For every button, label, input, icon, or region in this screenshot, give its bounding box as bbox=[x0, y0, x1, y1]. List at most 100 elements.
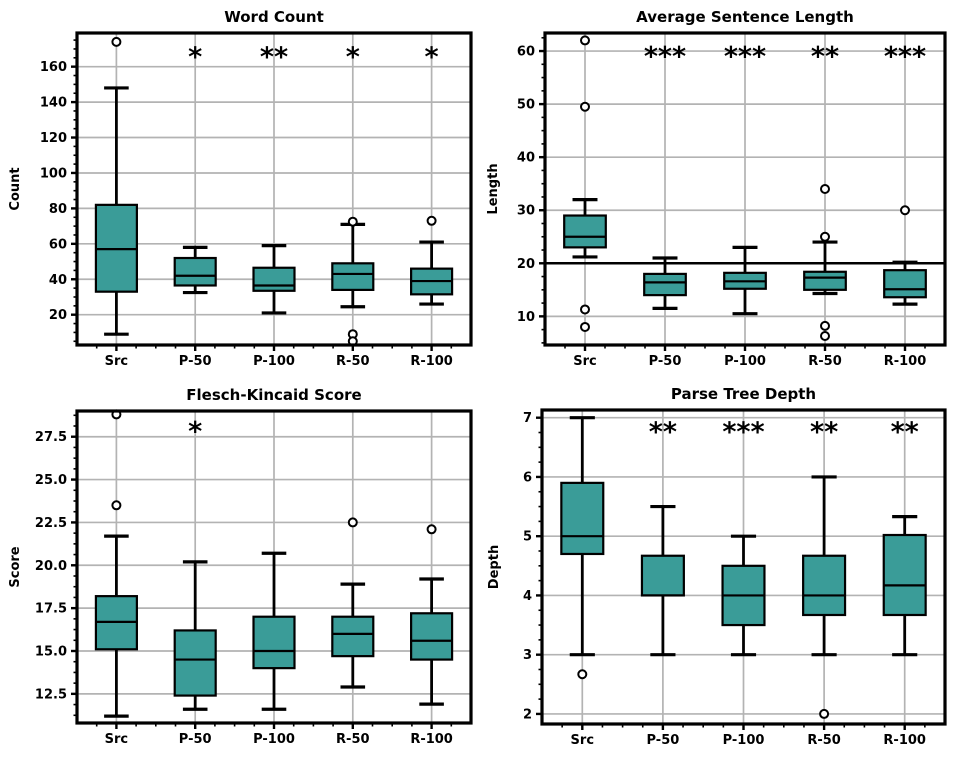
y-tick-label: 40 bbox=[49, 273, 67, 288]
significance-marker: *** bbox=[884, 41, 926, 72]
boxplot-p-50 bbox=[640, 504, 685, 657]
significance-marker: * bbox=[346, 42, 360, 73]
x-tick-label: R-50 bbox=[336, 354, 370, 369]
box-iqr bbox=[803, 270, 847, 291]
outlier-point bbox=[111, 36, 122, 47]
x-tick-label: R-50 bbox=[808, 354, 842, 369]
y-tick-label: 60 bbox=[517, 45, 535, 60]
significance-marker: ** bbox=[891, 417, 919, 448]
y-tick-label: 27.5 bbox=[35, 430, 67, 445]
boxplot-r-50 bbox=[802, 475, 847, 719]
box-iqr bbox=[560, 481, 605, 556]
x-tick-label: Src bbox=[573, 354, 596, 369]
y-tick-label: 20 bbox=[49, 308, 67, 323]
outlier-point bbox=[580, 304, 590, 315]
y-tick-label: 2 bbox=[523, 707, 532, 722]
y-tick-label: 20 bbox=[517, 257, 535, 272]
significance-marker: *** bbox=[722, 417, 764, 448]
boxplot-src bbox=[94, 36, 138, 336]
box-iqr bbox=[173, 629, 217, 697]
boxplot-p-100 bbox=[252, 551, 296, 711]
y-tick-label: 25.0 bbox=[35, 473, 67, 488]
boxplot-r-100 bbox=[883, 205, 927, 306]
box-iqr bbox=[640, 554, 685, 597]
x-tick-label: Src bbox=[105, 732, 128, 747]
boxplot-r-100 bbox=[410, 524, 454, 706]
x-tick-label: R-100 bbox=[884, 354, 927, 369]
y-tick-label: 20.0 bbox=[35, 559, 67, 574]
outlier-point bbox=[819, 708, 830, 719]
boxplot-p-100 bbox=[723, 245, 767, 316]
outlier-point bbox=[426, 524, 437, 535]
significance-marker: *** bbox=[644, 41, 686, 72]
outlier-point bbox=[820, 320, 830, 331]
boxplot-r-100 bbox=[882, 515, 927, 657]
x-tick-label: P-50 bbox=[179, 354, 212, 369]
y-tick-label: 10 bbox=[517, 310, 535, 325]
boxplot-p-50 bbox=[173, 245, 217, 295]
y-tick-label: 4 bbox=[523, 589, 532, 604]
outlier-point bbox=[900, 205, 910, 216]
significance-marker: *** bbox=[724, 41, 766, 72]
y-tick-label: 6 bbox=[523, 470, 532, 485]
panel-title: Average Sentence Length bbox=[636, 8, 854, 26]
y-tick-label: 80 bbox=[49, 202, 67, 217]
x-tick-label: R-100 bbox=[410, 732, 453, 747]
x-tick-label: P-50 bbox=[179, 732, 212, 747]
x-tick-label: R-100 bbox=[410, 354, 453, 369]
outlier-point bbox=[347, 517, 358, 528]
y-axis-label: Count bbox=[8, 167, 23, 210]
y-tick-label: 50 bbox=[517, 98, 535, 113]
boxplot-src bbox=[560, 416, 605, 680]
x-tick-label: P-50 bbox=[647, 733, 680, 748]
y-tick-label: 140 bbox=[40, 96, 67, 111]
significance-marker: ** bbox=[260, 42, 288, 73]
outlier-point bbox=[347, 216, 358, 227]
axes-spine bbox=[540, 408, 947, 726]
significance-marker: ** bbox=[649, 417, 677, 448]
outlier-point bbox=[111, 500, 122, 511]
x-tick-label: P-50 bbox=[649, 354, 682, 369]
significance-marker: ** bbox=[810, 417, 838, 448]
box-iqr bbox=[173, 256, 217, 287]
boxplot-src bbox=[563, 35, 607, 332]
box-iqr bbox=[331, 262, 375, 291]
y-tick-label: 120 bbox=[40, 131, 67, 146]
panel-title: Word Count bbox=[224, 8, 324, 26]
panel-title: Flesch-Kincaid Score bbox=[186, 386, 361, 404]
box-iqr bbox=[882, 533, 927, 617]
significance-marker: ** bbox=[811, 41, 839, 72]
boxplot-p-100 bbox=[721, 534, 766, 657]
x-tick-label: P-100 bbox=[253, 732, 295, 747]
outlier-point bbox=[580, 35, 590, 46]
x-tick-label: P-100 bbox=[723, 733, 765, 748]
y-tick-label: 60 bbox=[49, 237, 67, 252]
x-tick-label: R-50 bbox=[807, 733, 841, 748]
outlier-point bbox=[580, 321, 590, 332]
y-tick-label: 22.5 bbox=[35, 516, 67, 531]
outlier-point bbox=[580, 101, 590, 112]
boxplot-r-50 bbox=[331, 216, 375, 347]
box-iqr bbox=[252, 615, 296, 670]
significance-marker: * bbox=[188, 417, 202, 448]
boxplot-p-100 bbox=[252, 244, 296, 315]
significance-marker: * bbox=[188, 42, 202, 73]
panel-flesch-kincaid-score: 12.5 15.0 17.5 20.0 22.5 25.0 27.5 Src P-50 P-100… bbox=[8, 386, 473, 747]
axes-spine bbox=[75, 31, 473, 347]
boxplot-p-50 bbox=[173, 560, 217, 711]
boxplot-p-50 bbox=[643, 256, 687, 310]
y-axis-label: Length bbox=[486, 163, 501, 214]
y-tick-label: 3 bbox=[523, 648, 532, 663]
significance-marker: * bbox=[425, 42, 439, 73]
box-iqr bbox=[410, 612, 454, 661]
boxplot-r-100 bbox=[410, 215, 454, 306]
y-tick-label: 15.0 bbox=[35, 645, 67, 660]
outlier-point bbox=[577, 669, 588, 680]
box-iqr bbox=[802, 554, 847, 617]
y-tick-label: 160 bbox=[40, 60, 67, 75]
x-tick-label: R-50 bbox=[336, 732, 370, 747]
